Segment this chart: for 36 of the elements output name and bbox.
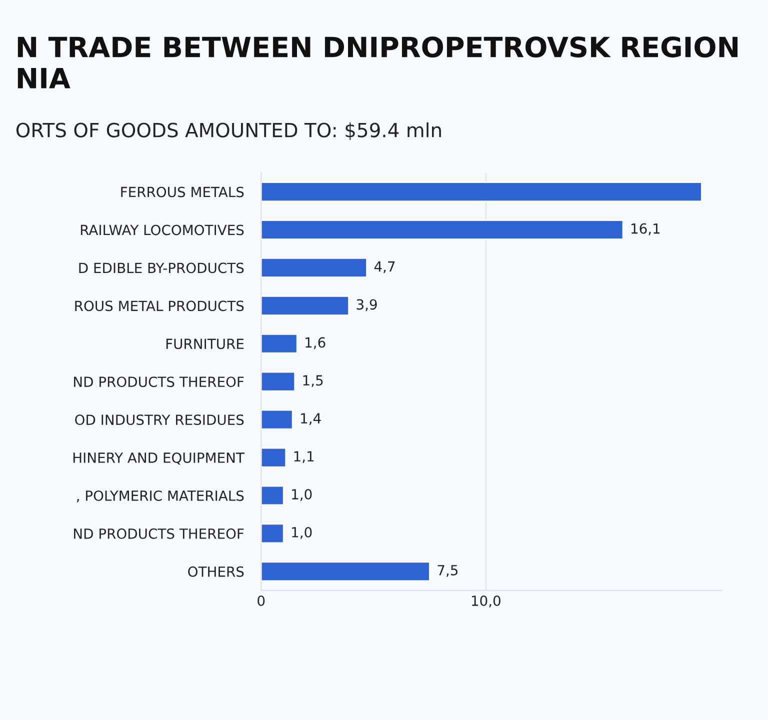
y-tick-label: HINERY AND EQUIPMENT [73,452,244,465]
chart-title: N TRADE BETWEEN DNIPROPETROVSK REGION NIA [18,36,738,88]
bar [261,258,368,278]
bar [261,409,294,430]
x-tick-label: 10,0 [472,596,500,608]
data-label: 1,1 [294,451,314,463]
bar [261,182,702,202]
y-tick-label: RAILWAY LOCOMOTIVES [80,224,244,236]
data-label: 1,0 [292,489,312,501]
y-tick-label: , POLYMERIC MATERIALS [76,490,244,502]
y-tick-label: OD INDUSTRY RESIDUES [75,414,244,426]
data-label: 16,1 [631,223,660,236]
bar [261,371,296,392]
bar [261,523,284,544]
chart-subtitle: ORTS OF GOODS AMOUNTED TO: $59.4 mln [16,122,441,140]
data-label: 7,5 [438,565,458,577]
data-label: 1,6 [306,337,326,350]
y-tick-label: ND PRODUCTS THEREOF [74,376,244,388]
data-label: 1,5 [303,375,323,388]
bar [261,333,298,354]
bar [261,220,624,240]
y-tick-label: ROUS METAL PRODUCTS [75,300,244,312]
y-tick-label: FERROUS METALS [121,186,244,198]
bar [261,295,350,316]
x-tick-label: 0 [258,596,265,606]
y-tick-label: OTHERS [188,566,244,577]
data-label: 3,9 [356,299,377,312]
bar [261,561,430,582]
data-label: 1,4 [301,413,321,426]
y-tick-label: ND PRODUCTS THEREOF [74,528,244,539]
y-tick-label: FURNITURE [166,338,244,350]
data-label: 4,7 [374,261,395,274]
y-tick-label: D EDIBLE BY-PRODUCTS [79,262,244,274]
data-label: 1,0 [292,526,312,539]
bar [261,485,284,506]
bar [261,447,287,468]
